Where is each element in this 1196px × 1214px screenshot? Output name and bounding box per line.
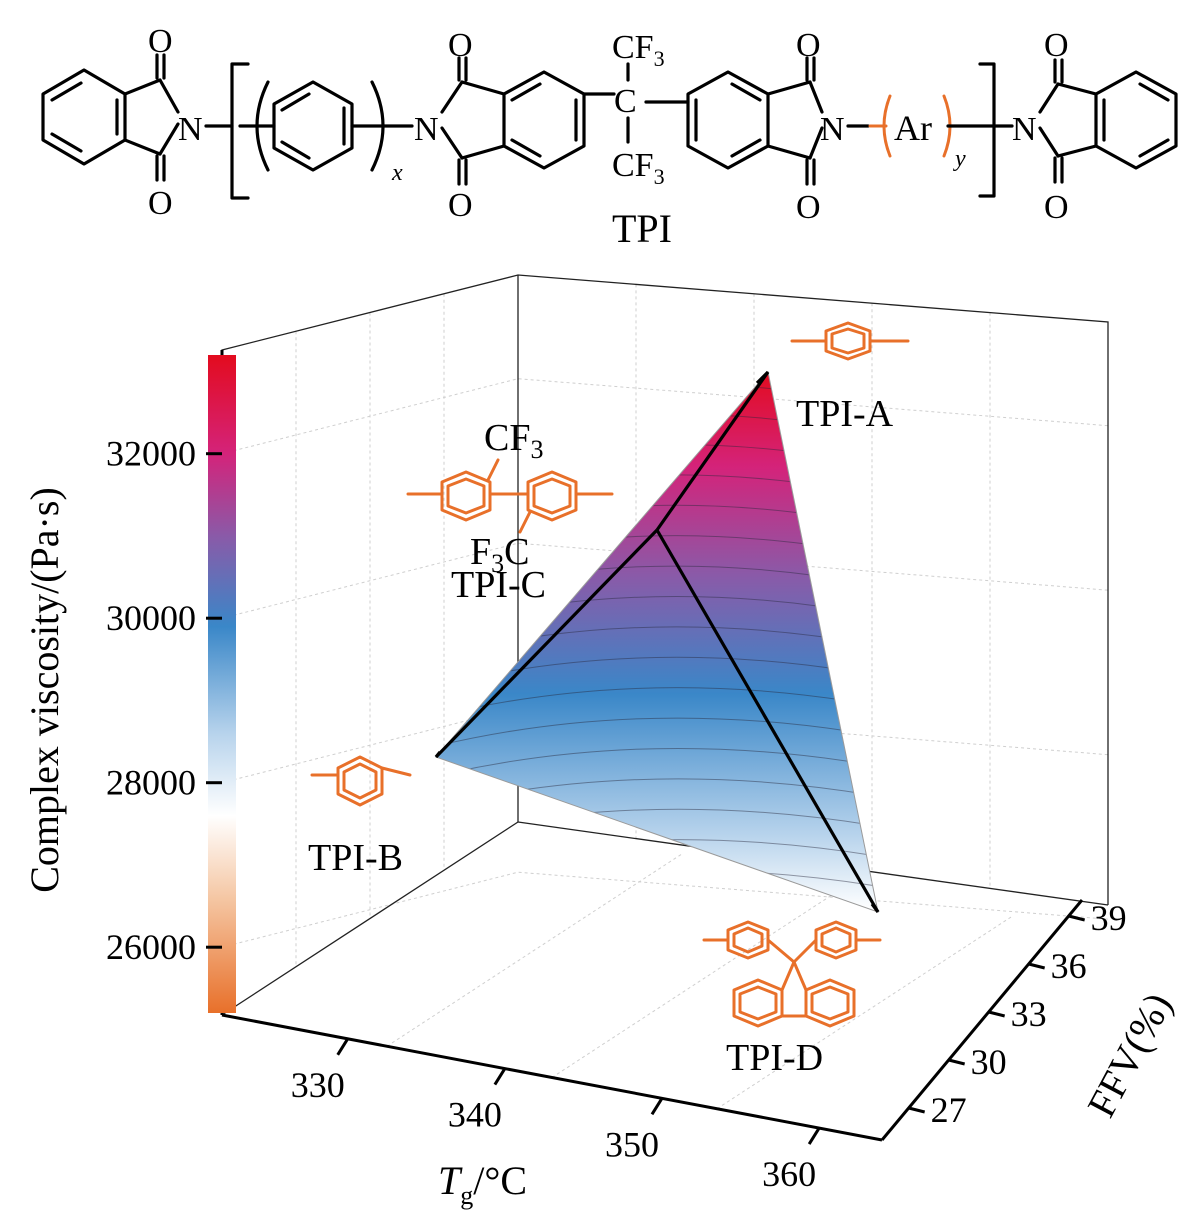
right-paren — [370, 80, 385, 172]
subscript-x: x — [391, 160, 403, 186]
x-tick — [807, 1127, 821, 1145]
f3c-substituent: F3C — [470, 531, 530, 578]
edge-b-tip — [434, 751, 442, 758]
atom-o: O — [148, 23, 173, 60]
atom-c: C — [614, 83, 637, 120]
6fda-left-ring — [440, 56, 616, 186]
atom-n: N — [178, 111, 203, 148]
p-phenylene-icon — [790, 321, 910, 361]
atom-n: N — [820, 111, 845, 148]
surface-edge — [435, 370, 879, 913]
edge-c-d — [655, 529, 880, 913]
atom-n: N — [1012, 111, 1037, 148]
right-bracket — [978, 62, 996, 198]
x-tick-label: 360 — [762, 1154, 816, 1194]
left-bracket — [230, 62, 250, 200]
right-phthalimide — [1038, 58, 1178, 184]
atom-o: O — [796, 189, 821, 226]
cf3-bottom: CF3 — [612, 147, 665, 189]
y-tick-label: 27 — [931, 1090, 967, 1130]
m-phenylene-icon — [310, 755, 412, 807]
z-axis-ticks: 26000 28000 30000 32000 — [106, 434, 222, 967]
y-axis-title: FFV(%) — [1078, 985, 1180, 1124]
x-tick-label: 340 — [448, 1095, 502, 1135]
atom-o: O — [448, 27, 473, 64]
point-label-tpi-a: TPI-A — [796, 393, 894, 435]
z-axis-title: Complex viscosity/(Pa·s) — [22, 487, 67, 893]
cf3-top: CF3 — [612, 29, 665, 71]
atom-o: O — [448, 187, 473, 224]
tpi-structure: O O N x N — [41, 23, 1178, 251]
atom-n: N — [414, 111, 439, 148]
surface-edges — [434, 370, 880, 913]
y-tick — [948, 1058, 966, 1066]
z-tick-label: 32000 — [106, 434, 196, 474]
p-phenylene-unit — [238, 80, 414, 172]
edge-c-b — [434, 528, 659, 759]
surface-fill — [436, 372, 878, 912]
y-tick-label: 30 — [971, 1042, 1007, 1082]
point-label-tpi-c: TPI-C — [451, 564, 546, 606]
subscript-y: y — [953, 146, 966, 172]
atom-o: O — [148, 185, 173, 222]
x-axis-title: Tg/°C — [438, 1158, 527, 1210]
z-tick-label: 26000 — [106, 927, 196, 967]
fluorene-bisphenyl-icon — [702, 920, 882, 1028]
x-tick — [336, 1038, 349, 1056]
cf3-substituent: CF3 — [484, 417, 543, 464]
point-label-tpi-d: TPI-D — [726, 1037, 823, 1079]
x-tick-label: 350 — [605, 1124, 659, 1164]
left-phthalimide — [41, 53, 234, 182]
edge-a-tip — [755, 370, 770, 385]
point-label-tpi-b: TPI-B — [308, 837, 403, 879]
structure-caption: TPI — [612, 206, 672, 251]
edge-d-tip — [870, 903, 880, 913]
atom-o: O — [1044, 27, 1069, 64]
atom-o: O — [1044, 189, 1069, 226]
x-tick-label: 330 — [291, 1065, 345, 1105]
x-tick — [650, 1097, 664, 1116]
y-tick — [988, 1010, 1006, 1018]
x-tick — [493, 1067, 507, 1086]
ar-label: Ar — [894, 108, 932, 148]
y-tick — [908, 1106, 926, 1114]
y-tick — [1028, 962, 1046, 970]
atom-o: O — [796, 27, 821, 64]
y-tick-label: 33 — [1011, 994, 1047, 1034]
6fda-right-ring — [686, 56, 870, 186]
bis-cf3-biphenyl-icon: CF3 F3C — [406, 417, 614, 578]
z-tick-label: 28000 — [106, 763, 196, 803]
y-tick-label: 36 — [1051, 946, 1087, 986]
z-tick-label: 30000 — [106, 598, 196, 638]
y-tick — [1068, 914, 1086, 922]
colorbar — [208, 355, 236, 1013]
edge-a-c — [655, 371, 770, 531]
y-tick-label: 39 — [1091, 898, 1127, 938]
cf3-bonds — [626, 62, 690, 144]
x-axis-ticks: 330 340 350 360 — [291, 1038, 821, 1194]
